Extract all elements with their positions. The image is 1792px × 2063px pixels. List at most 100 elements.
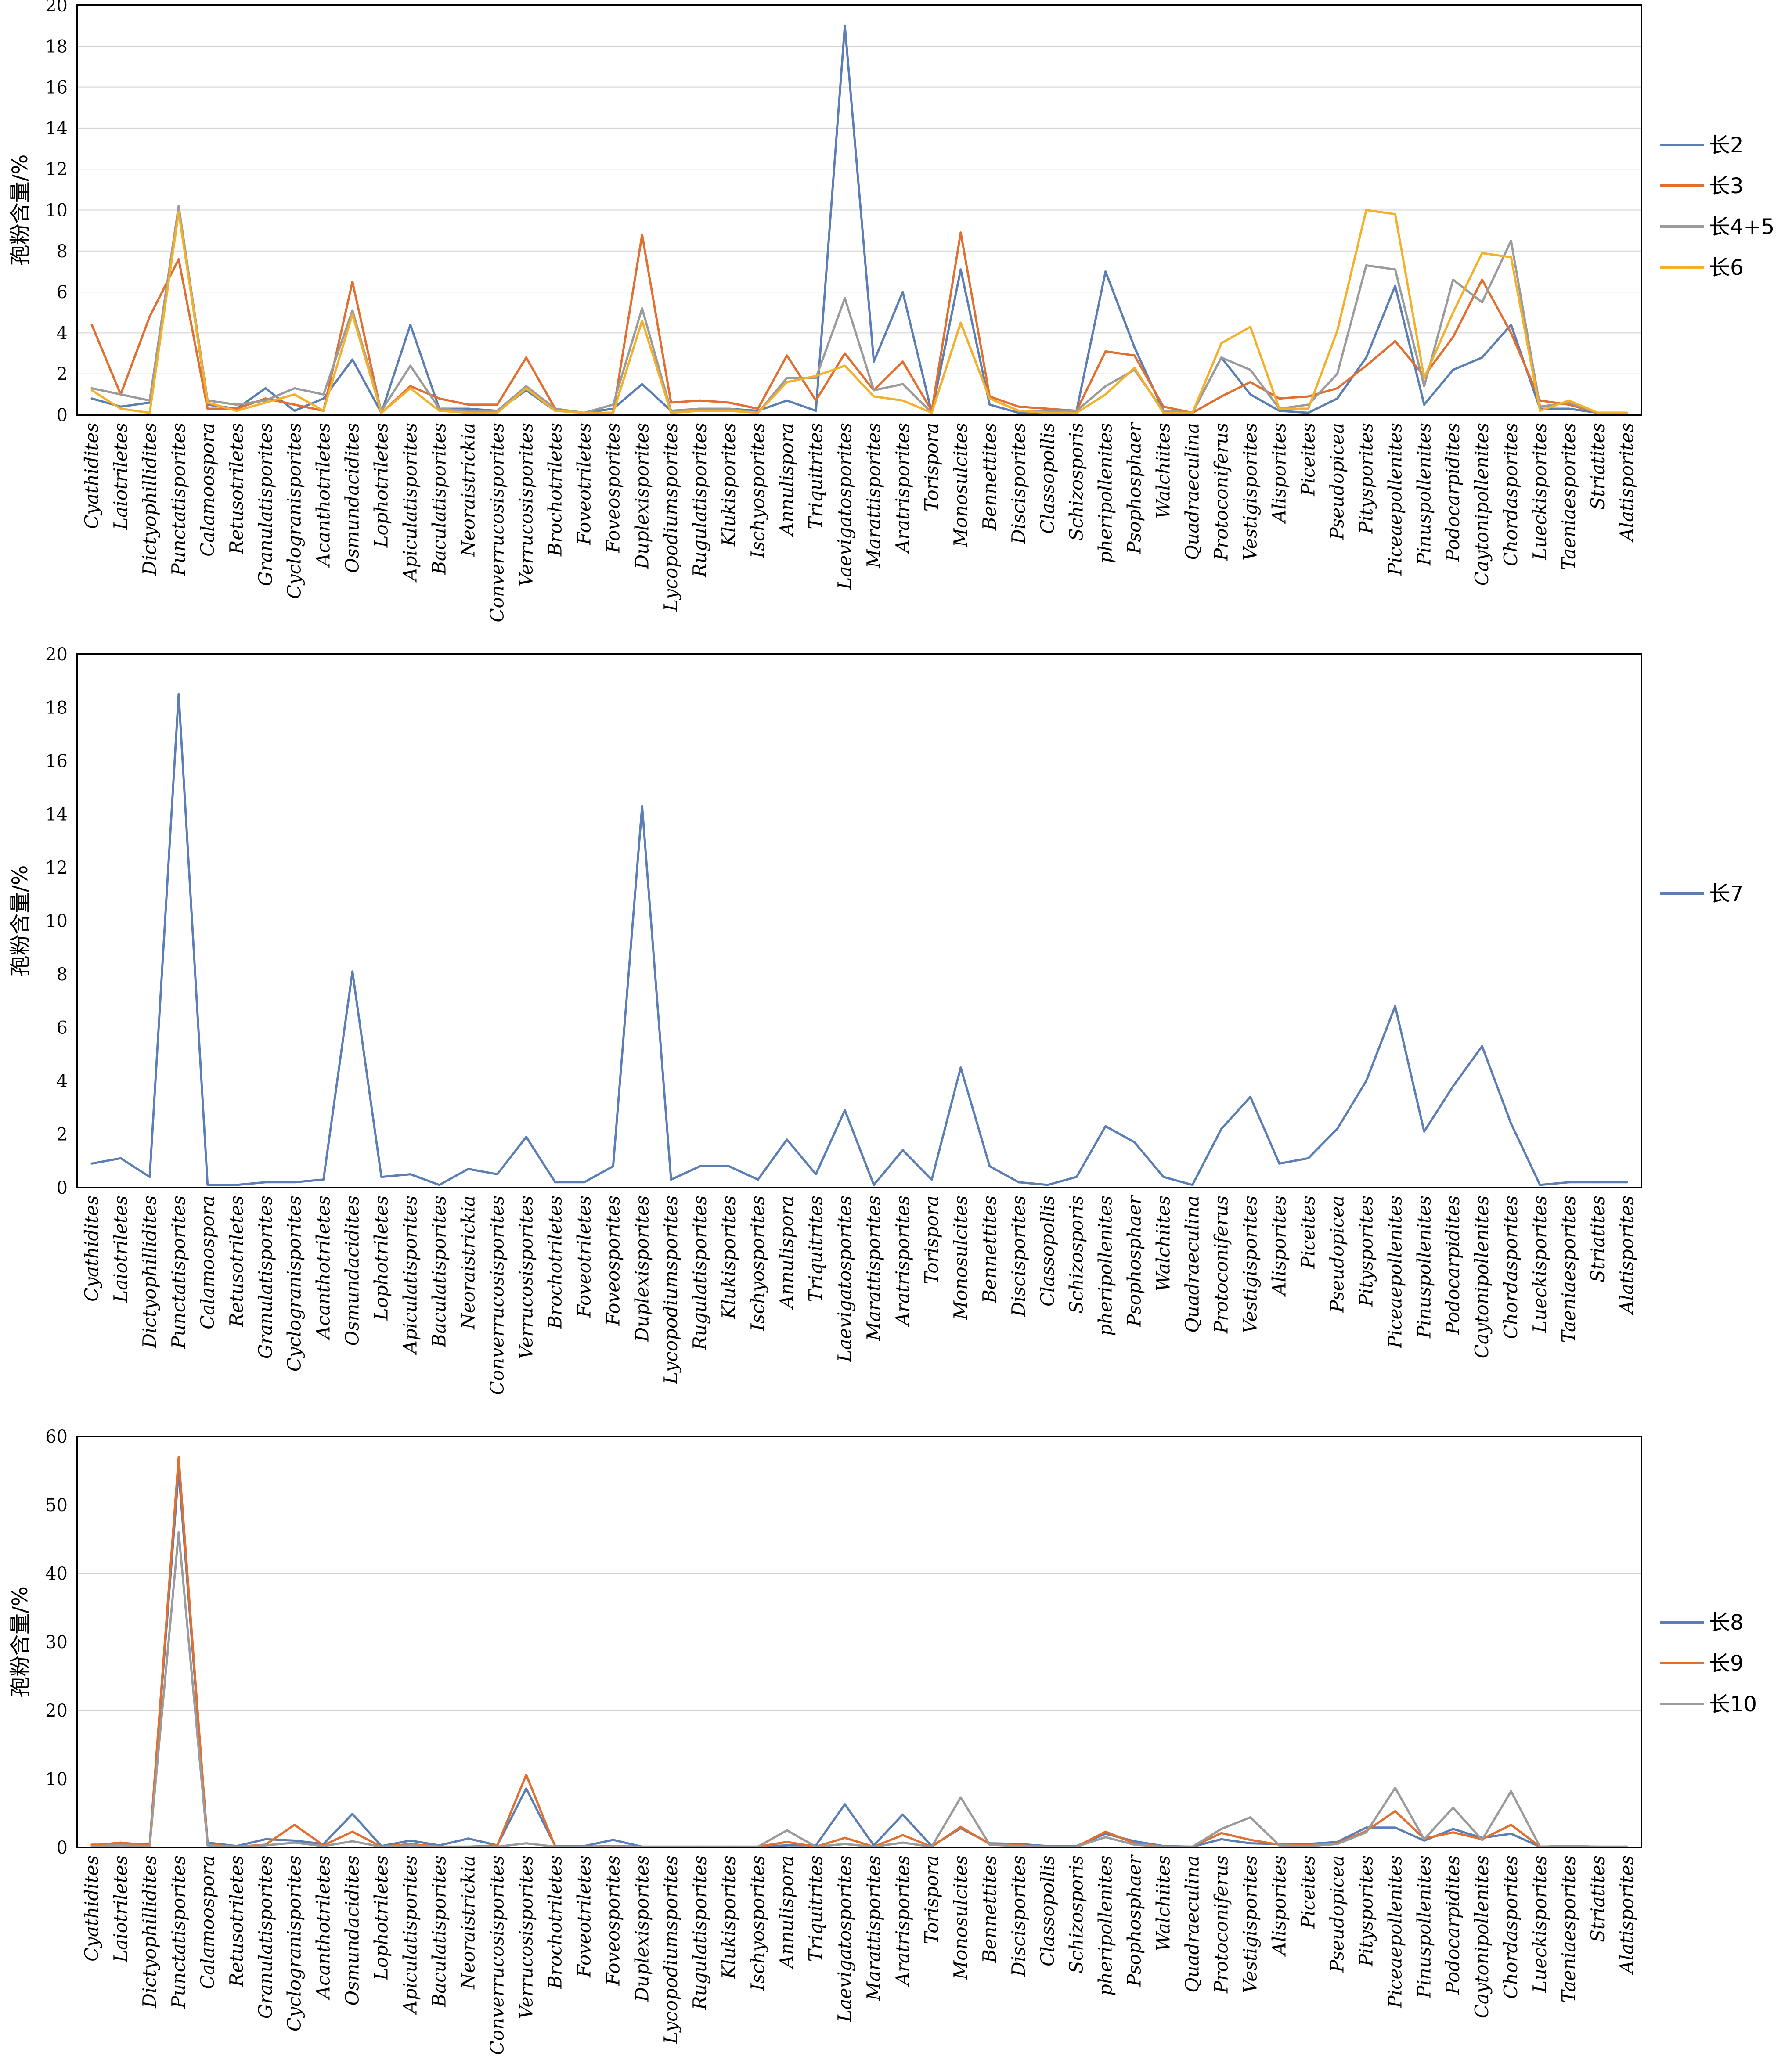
x-tick-label: Vestigisporites bbox=[1240, 1855, 1261, 1993]
x-tick-label: Brochotriletes bbox=[544, 1855, 566, 1989]
data-point bbox=[235, 403, 238, 406]
x-tick-label: Striatites bbox=[1587, 1195, 1608, 1282]
x-tick-label: Ischyosporites bbox=[747, 423, 768, 558]
x-tick-label: Monosulcites bbox=[950, 423, 971, 547]
data-point bbox=[1510, 240, 1512, 242]
data-point bbox=[844, 352, 846, 355]
data-point bbox=[351, 1830, 354, 1833]
x-tick-label: Lophotriletes bbox=[371, 1195, 392, 1321]
x-tick-label: Laevigatosporites bbox=[834, 1855, 855, 2023]
x-tick-label: Lophotriletes bbox=[371, 1855, 392, 1980]
data-point bbox=[988, 1843, 991, 1846]
data-point bbox=[264, 1181, 267, 1184]
x-tick-label: Foveotriletes bbox=[573, 1195, 595, 1318]
x-tick-label: Ischyosporites bbox=[747, 1195, 768, 1331]
data-point bbox=[1133, 354, 1136, 357]
data-point bbox=[235, 410, 238, 412]
data-point bbox=[148, 399, 151, 402]
series-line-3 bbox=[91, 205, 1627, 414]
data-point bbox=[815, 1173, 817, 1176]
x-tick-label: Klukisporites bbox=[718, 1195, 739, 1319]
y-tick-label: 8 bbox=[57, 965, 68, 985]
x-tick-label: Verrucosisporites bbox=[515, 1195, 537, 1359]
x-tick-label: Taeniaesporites bbox=[1558, 1195, 1579, 1343]
data-point bbox=[641, 805, 643, 807]
data-point bbox=[901, 1834, 904, 1836]
data-point bbox=[1365, 264, 1367, 266]
x-tick-label: Dictyophillidites bbox=[139, 1195, 160, 1349]
data-point bbox=[1510, 331, 1512, 334]
data-point bbox=[177, 211, 180, 213]
x-tick-label: Converrucosisporites bbox=[486, 1195, 508, 1395]
data-point bbox=[901, 360, 904, 363]
x-tick-label: Walchiites bbox=[1153, 1195, 1174, 1292]
x-tick-label: Alisporites bbox=[1268, 1195, 1290, 1297]
data-point bbox=[641, 319, 643, 322]
series-line-4 bbox=[91, 209, 1627, 414]
data-point bbox=[1452, 311, 1454, 314]
x-tick-label: Calamoospora bbox=[197, 1855, 218, 1989]
data-point bbox=[1104, 1830, 1107, 1833]
data-point bbox=[293, 410, 296, 412]
data-point bbox=[1278, 1844, 1280, 1847]
data-point bbox=[1452, 1831, 1454, 1834]
data-point bbox=[177, 1456, 180, 1458]
y-tick-label: 0 bbox=[57, 405, 68, 425]
data-point bbox=[728, 1165, 730, 1167]
data-point bbox=[1481, 356, 1483, 359]
x-tick-label: Pseudopicea bbox=[1326, 1195, 1348, 1313]
data-point bbox=[612, 403, 614, 406]
data-point bbox=[1249, 1842, 1251, 1845]
x-tick-label: Neoraistrickia bbox=[458, 1195, 479, 1330]
x-tick-label: Cyathidites bbox=[81, 1855, 102, 1962]
data-point bbox=[351, 358, 354, 361]
y-tick-label: 16 bbox=[45, 78, 68, 98]
data-point bbox=[119, 1844, 122, 1847]
data-point bbox=[1278, 1162, 1280, 1165]
x-tick-label: Marattisporites bbox=[863, 1195, 884, 1341]
x-tick-label: Podocarpidites bbox=[1442, 423, 1464, 562]
data-point bbox=[148, 1176, 151, 1178]
y-tick-label: 40 bbox=[45, 1564, 68, 1584]
x-tick-label: Lycopodiumsporites bbox=[660, 1195, 681, 1385]
legend-label: 长3 bbox=[1709, 174, 1744, 198]
x-tick-label: Retusotriletes bbox=[226, 1195, 247, 1327]
data-point bbox=[438, 397, 440, 400]
x-tick-label: Piceites bbox=[1297, 1855, 1319, 1929]
data-point bbox=[1278, 410, 1280, 412]
data-point bbox=[264, 1844, 267, 1847]
x-tick-label: Foveosporites bbox=[602, 1855, 624, 1986]
data-point bbox=[1394, 1826, 1396, 1829]
x-tick-label: Dictyophillidites bbox=[139, 423, 160, 576]
x-tick-label: Calamoospora bbox=[197, 1195, 218, 1329]
x-tick-label: Brochotriletes bbox=[544, 423, 566, 557]
x-tick-label: Schizosporis bbox=[1066, 1195, 1087, 1314]
x-tick-label: Laevigatosporites bbox=[834, 1195, 855, 1363]
data-point bbox=[1220, 1828, 1222, 1830]
data-point bbox=[90, 387, 93, 389]
x-tick-label: Bennettites bbox=[979, 423, 1000, 531]
data-point bbox=[901, 1813, 904, 1816]
data-point bbox=[90, 324, 93, 326]
x-tick-label: Schizosporis bbox=[1066, 423, 1087, 541]
data-point bbox=[1104, 270, 1107, 273]
data-point bbox=[1162, 405, 1165, 408]
legend-label: 长9 bbox=[1709, 1651, 1744, 1676]
data-point bbox=[206, 1844, 209, 1847]
x-tick-label: Quadraeculina bbox=[1182, 1855, 1203, 1993]
data-point bbox=[1133, 367, 1136, 369]
x-tick-label: Aratrisporites bbox=[892, 1855, 913, 1987]
x-tick-label: Foveotriletes bbox=[573, 1855, 595, 1978]
x-tick-label: Vestigisporites bbox=[1240, 423, 1261, 561]
data-point bbox=[1510, 324, 1512, 326]
x-tick-label: Triquitrites bbox=[805, 423, 826, 529]
data-point bbox=[293, 393, 296, 396]
y-tick-label: 2 bbox=[57, 1125, 68, 1145]
y-tick-label: 0 bbox=[57, 1838, 68, 1858]
y-tick-label: 18 bbox=[45, 36, 68, 57]
data-point bbox=[1307, 1157, 1309, 1159]
x-tick-label: Pinuspollenites bbox=[1413, 423, 1435, 566]
data-point bbox=[1394, 284, 1396, 287]
data-point bbox=[1336, 373, 1338, 375]
data-point bbox=[1249, 1839, 1251, 1841]
